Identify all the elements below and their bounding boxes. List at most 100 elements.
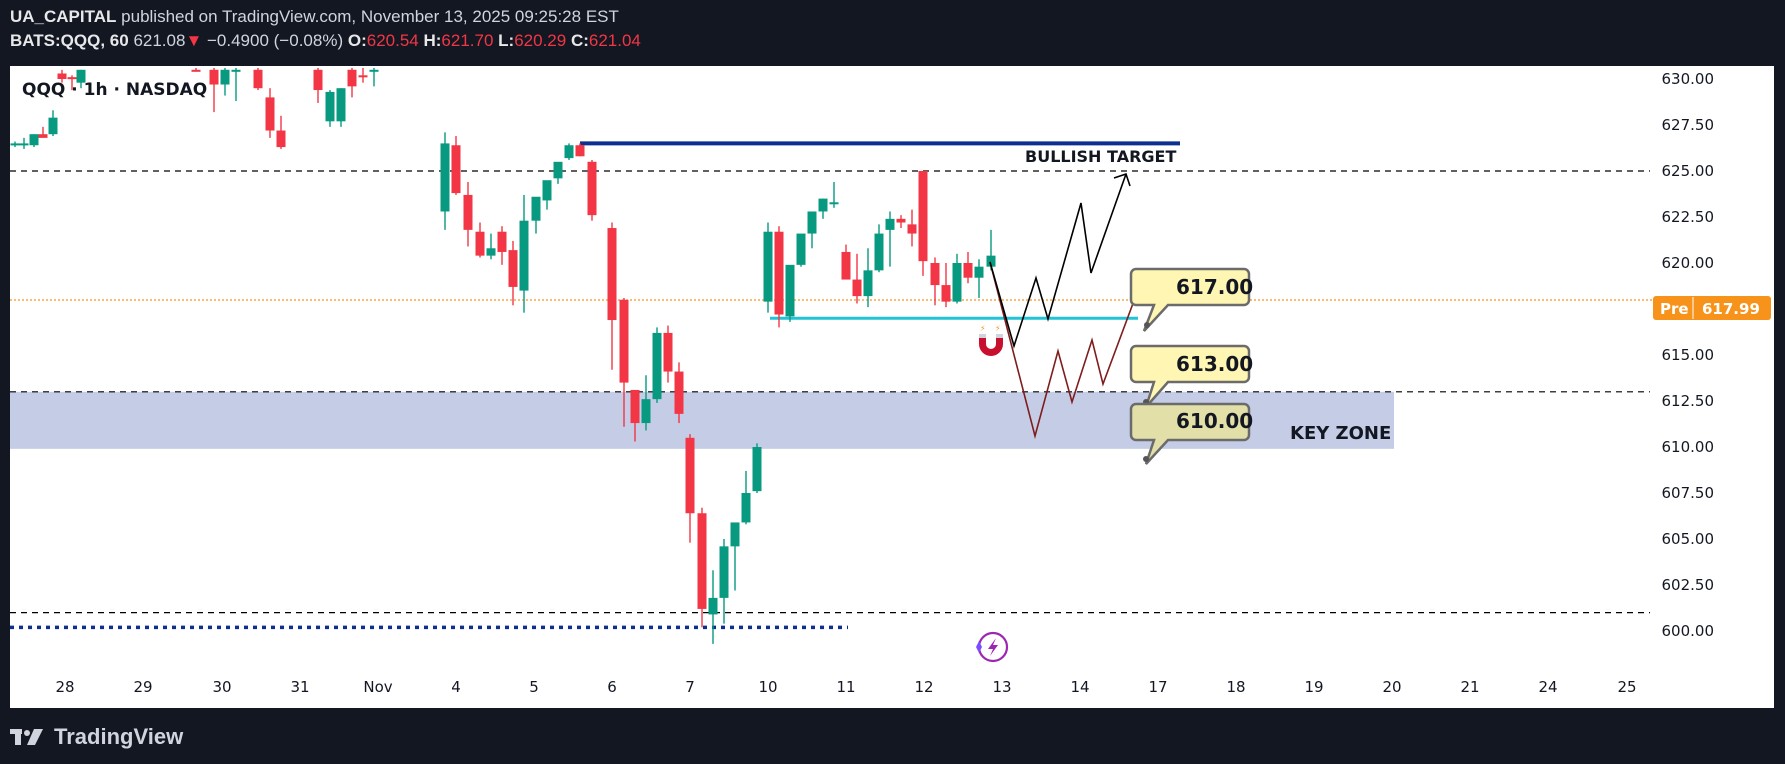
candle <box>708 570 718 644</box>
candle <box>313 67 323 103</box>
bullish-projection-arrowhead <box>1113 172 1131 187</box>
candle <box>276 115 286 149</box>
price-axis[interactable]: 630.00627.50625.00622.50620.00617.50615.… <box>1662 70 1715 640</box>
time-tick: Nov <box>363 678 392 696</box>
candle <box>619 297 629 427</box>
candle <box>796 233 806 267</box>
time-tick: 28 <box>55 678 74 696</box>
candle <box>497 226 507 265</box>
candle <box>451 136 461 195</box>
candle <box>67 75 77 91</box>
candle <box>231 67 241 102</box>
time-tick: 29 <box>133 678 152 696</box>
candle <box>325 90 335 127</box>
candle <box>952 253 962 304</box>
bearish-projection-path <box>989 261 1149 440</box>
candle <box>265 88 275 138</box>
candle <box>941 263 951 308</box>
callout-610[interactable]: 610.00 <box>1129 402 1253 465</box>
candle <box>19 137 29 149</box>
candle <box>48 110 58 137</box>
brand-name: TradingView <box>54 724 184 749</box>
candle <box>209 67 219 113</box>
bullish-target-label: BULLISH TARGET <box>1025 147 1176 166</box>
candle <box>29 134 39 148</box>
candle <box>463 182 473 247</box>
price-tick: 615.00 <box>1662 346 1715 364</box>
price-tick: 620.00 <box>1662 254 1715 272</box>
candle <box>486 233 496 260</box>
candle <box>587 159 597 221</box>
candle <box>519 194 529 313</box>
candle <box>730 522 740 591</box>
time-tick: 4 <box>451 678 461 696</box>
candle <box>930 257 940 306</box>
candle <box>191 67 201 72</box>
candle <box>508 240 518 306</box>
down-arrow-icon: ▼ <box>185 31 203 50</box>
premarket-price-tag: Pre 617.99 <box>1653 296 1771 320</box>
candle <box>685 434 695 543</box>
time-tick: 12 <box>914 678 933 696</box>
candle <box>564 143 574 160</box>
time-tick: 14 <box>1070 678 1089 696</box>
time-tick: 11 <box>836 678 855 696</box>
horizontal-levels <box>10 141 1653 630</box>
time-tick: 30 <box>212 678 231 696</box>
high-label: H: <box>423 31 442 50</box>
symbol-info: BATS:QQQ, 60 621.08▼ −0.4900 (−0.08%) O:… <box>10 31 641 51</box>
candle <box>918 171 928 276</box>
time-tick: 17 <box>1148 678 1167 696</box>
price-tick: 625.00 <box>1662 162 1715 180</box>
candle <box>553 161 563 184</box>
candle <box>440 132 450 230</box>
price-tick: 622.50 <box>1662 208 1715 226</box>
key-zone-label: KEY ZONE <box>1290 423 1391 444</box>
candle <box>607 222 617 370</box>
candle <box>885 211 895 267</box>
candle <box>719 539 729 624</box>
candle <box>963 251 973 284</box>
price-tick: 602.50 <box>1662 576 1715 594</box>
price-tick: 630.00 <box>1662 70 1715 88</box>
pre-value: 617.99 <box>1702 300 1760 318</box>
candle <box>358 67 368 83</box>
high-value: 621.70 <box>441 31 494 50</box>
price-change: −0.4900 (−0.08%) <box>207 31 344 50</box>
last-price: 621.08 <box>133 31 186 50</box>
svg-text:613.00: 613.00 <box>1176 352 1253 376</box>
close-value: 621.04 <box>588 31 641 50</box>
candle <box>863 248 873 308</box>
published-text: published on TradingView.com, November 1… <box>121 7 619 26</box>
symbol: BATS:QQQ, 60 <box>10 31 129 50</box>
candle <box>752 443 762 493</box>
candle <box>697 507 707 628</box>
open-label: O: <box>347 31 367 50</box>
candle <box>253 67 263 91</box>
publisher-name[interactable]: UA_CAPITAL <box>10 7 117 26</box>
price-tick: 610.00 <box>1662 438 1715 456</box>
tradingview-logo[interactable]: TradingView <box>10 724 183 750</box>
price-tick: 600.00 <box>1662 622 1715 640</box>
time-tick: 21 <box>1460 678 1479 696</box>
tradingview-logo-icon <box>10 729 43 745</box>
lightning-badge-icon[interactable] <box>976 631 1009 663</box>
callout-617[interactable]: 617.00 <box>1129 267 1253 332</box>
chart-panel[interactable]: ⚡ ⚡ BULLISH TARGET KEY ZONE 617.00 613.00… <box>10 66 1774 708</box>
candle <box>76 69 86 89</box>
candle <box>674 362 684 424</box>
time-tick: 10 <box>758 678 777 696</box>
time-axis[interactable]: 28 29 30 31 Nov 4 5 6 7 10 11 12 13 14 17 18 19 20 21 24 25 <box>55 678 1636 696</box>
price-chart[interactable]: ⚡ ⚡ BULLISH TARGET KEY ZONE 617.00 613.00… <box>10 66 1774 708</box>
candle <box>542 180 552 210</box>
svg-text:⚡: ⚡ <box>995 324 1001 333</box>
candle <box>763 222 773 313</box>
time-tick: 20 <box>1382 678 1401 696</box>
svg-text:617.00: 617.00 <box>1176 275 1253 299</box>
candle <box>907 209 917 247</box>
callout-613[interactable]: 613.00 <box>1129 344 1253 408</box>
open-value: 620.54 <box>366 31 419 50</box>
bullish-projection-path <box>989 173 1127 349</box>
chart-legend-title[interactable]: QQQ · 1h · NASDAQ <box>22 80 208 100</box>
time-tick: 31 <box>290 678 309 696</box>
